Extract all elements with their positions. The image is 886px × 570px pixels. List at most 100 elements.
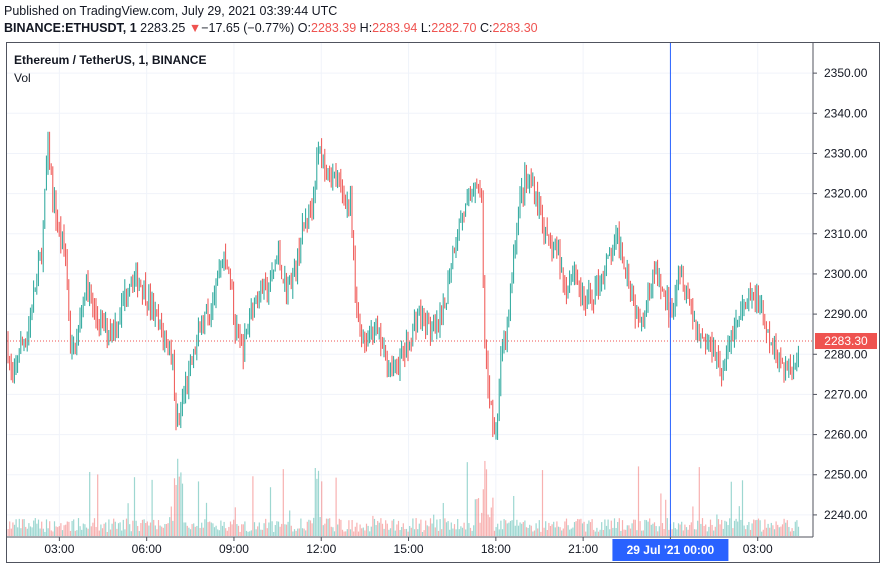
volume-bar: [591, 519, 593, 536]
volume-bar: [196, 525, 198, 536]
volume-bar: [106, 531, 108, 536]
volume-bar: [199, 527, 201, 536]
volume-bar: [314, 468, 316, 536]
y-tick-label: 2340.00: [824, 106, 868, 120]
volume-bar: [570, 528, 572, 536]
volume-bar: [767, 523, 769, 536]
volume-bar: [357, 531, 360, 536]
volume-bar: [405, 528, 408, 536]
volume-bar: [93, 518, 96, 536]
volume-bar: [261, 529, 264, 536]
volume-bar: [429, 518, 432, 536]
volume-bar: [796, 520, 798, 536]
volume-bar: [20, 528, 22, 536]
volume-bar: [65, 524, 67, 536]
volume-bar: [601, 522, 603, 536]
volume-bar: [92, 522, 94, 536]
volume-bar: [460, 526, 462, 536]
volume-bar: [90, 526, 92, 536]
volume-bar: [341, 529, 344, 536]
volume-bar: [703, 525, 705, 536]
volume-bar: [53, 521, 56, 536]
last-price-tag: [815, 333, 877, 350]
volume-bar: [629, 528, 632, 536]
volume-bar: [596, 527, 598, 536]
volume-bar: [265, 518, 267, 536]
volume-bar: [409, 525, 411, 536]
volume-bar: [753, 519, 755, 536]
volume-bar: [239, 531, 241, 536]
y-tick-label: 2270.00: [824, 387, 868, 401]
volume-bar: [721, 519, 723, 536]
volume-bar: [7, 529, 9, 536]
volume-bar: [770, 522, 772, 536]
volume-bar: [663, 529, 665, 536]
volume-bar: [471, 530, 473, 536]
volume-bar: [705, 524, 707, 536]
volume-bar: [439, 519, 441, 536]
volume-bar: [727, 525, 729, 536]
volume-bar: [33, 520, 35, 536]
chart-frame[interactable]: [6, 42, 880, 563]
volume-bar: [229, 521, 232, 536]
volume-bar: [701, 518, 704, 536]
volume-bar: [98, 530, 100, 536]
volume-bar: [762, 529, 764, 536]
volume-bar: [338, 518, 340, 536]
volume-bar: [138, 531, 140, 536]
volume-bar: [597, 531, 600, 536]
volume-bar: [76, 530, 78, 536]
volume-bar: [541, 470, 544, 536]
down-arrow-icon: ▼: [188, 21, 202, 35]
volume-bar: [628, 525, 630, 536]
volume-bar: [369, 531, 371, 536]
volume-bar: [268, 522, 270, 536]
volume-bar: [714, 526, 716, 536]
volume-bar: [130, 531, 132, 536]
volume-bar: [788, 526, 790, 536]
volume-bar: [365, 523, 368, 536]
volume-bar: [708, 526, 710, 536]
volume-bar: [535, 523, 537, 536]
y-tick-label: 2290.00: [824, 307, 868, 321]
volume-bar: [322, 525, 324, 536]
high-label: H:: [359, 21, 373, 35]
volume-bar: [31, 527, 33, 536]
volume-bar: [498, 529, 500, 536]
volume-bar: [458, 529, 460, 536]
volume-bar: [364, 530, 366, 536]
volume-bar: [13, 524, 16, 536]
volume-bar: [362, 527, 364, 536]
volume-bar: [453, 524, 456, 536]
volume-bar: [95, 526, 97, 536]
volume-bar: [173, 478, 176, 536]
volume-bar: [421, 531, 424, 536]
y-tick-label: 2260.00: [824, 428, 868, 442]
volume-bar: [26, 528, 28, 536]
volume-bar: [396, 524, 398, 536]
volume-bar: [572, 527, 574, 536]
volume-bar: [609, 529, 611, 536]
volume-bar: [213, 527, 216, 536]
volume-bar: [290, 525, 292, 536]
volume-bar: [657, 531, 659, 536]
volume-bar: [751, 523, 753, 536]
volume-bar: [279, 526, 281, 536]
volume-bar: [337, 524, 339, 536]
volume-bar: [55, 526, 57, 536]
volume-bar: [391, 520, 393, 536]
volume-bar: [367, 525, 369, 536]
volume-bar: [505, 520, 507, 536]
volume-bar: [383, 528, 385, 536]
volume-bar: [273, 531, 275, 536]
volume-bar: [573, 522, 576, 536]
volume-bar: [284, 524, 286, 536]
volume-bar: [741, 480, 744, 536]
volume-bar: [789, 531, 792, 536]
volume-bar: [642, 530, 644, 536]
volume-bar: [52, 531, 54, 536]
volume-bar: [113, 518, 115, 536]
volume-bar: [100, 524, 102, 536]
volume-bar: [257, 526, 259, 536]
